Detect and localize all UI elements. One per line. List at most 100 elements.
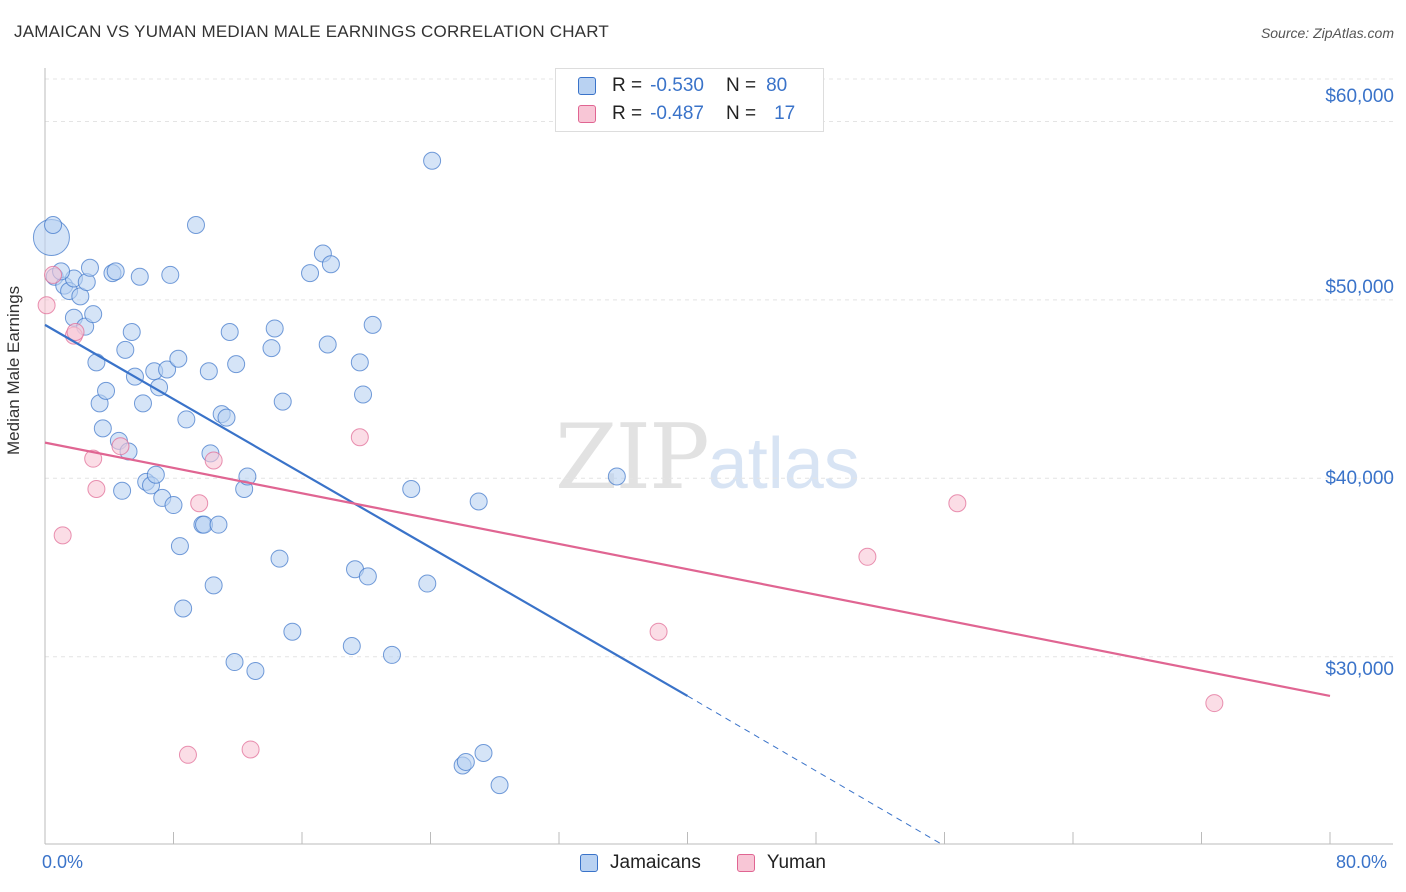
watermark-atlas: atlas	[707, 424, 860, 504]
n-value: 80	[766, 75, 788, 96]
jamaican-point	[106, 262, 125, 281]
jamaican-point	[227, 355, 246, 374]
jamaican-point	[350, 353, 369, 372]
jamaican-point	[93, 419, 112, 438]
jamaican-point	[607, 467, 626, 486]
jamaican-point	[169, 349, 188, 368]
yuman-point	[178, 745, 197, 764]
y-tick-label: $30,000	[1325, 659, 1394, 680]
yuman-point	[190, 494, 209, 513]
jamaican-point	[170, 537, 189, 556]
jamaican-point	[44, 215, 63, 234]
yuman-point	[350, 428, 369, 447]
yuman-trend-line	[44, 441, 1331, 698]
legend-row-yuman: R = -0.487 N = 17	[578, 101, 795, 127]
yuman-point	[948, 494, 967, 513]
yuman-point	[84, 449, 103, 468]
yuman-point	[241, 740, 260, 759]
jamaican-point	[354, 385, 373, 404]
yuman-point	[44, 265, 63, 284]
yuman-point	[649, 622, 668, 641]
jamaican-point	[209, 515, 228, 534]
pink-swatch-icon	[736, 854, 755, 872]
yuman-point	[53, 526, 72, 545]
jamaican-point	[133, 394, 152, 413]
yuman-point	[858, 547, 877, 566]
yuman-point	[1205, 694, 1224, 713]
jamaican-point	[87, 353, 106, 372]
y-axis-label: Median Male Earnings	[4, 285, 23, 455]
jamaican-point	[116, 340, 135, 359]
jamaicans-trend-line	[44, 323, 689, 697]
y-tick-label: $60,000	[1325, 86, 1394, 107]
legend-item-jamaicans: Jamaicans	[580, 852, 701, 874]
jamaican-point	[474, 744, 493, 763]
r-value: -0.487	[650, 103, 704, 124]
jamaican-point	[265, 319, 284, 338]
jamaican-point	[97, 381, 116, 400]
source-credit: Source: ZipAtlas.com	[1260, 25, 1394, 41]
yuman-point	[37, 296, 56, 315]
jamaican-point	[164, 496, 183, 515]
jamaican-point	[217, 408, 236, 427]
legend-label: Yuman	[766, 852, 826, 873]
yuman-point	[204, 451, 223, 470]
jamaican-point	[161, 265, 180, 284]
jamaican-point	[146, 465, 165, 484]
jamaican-point	[456, 752, 475, 771]
jamaican-point	[301, 264, 320, 283]
blue-swatch-icon	[580, 854, 598, 872]
legend-item-yuman: Yuman	[736, 852, 826, 874]
n-value: 17	[774, 103, 796, 124]
jamaicans-trend-extension	[687, 695, 942, 845]
legend-row-jamaicans: R = -0.530 N = 80	[578, 73, 787, 99]
watermark-zip: ZIP	[555, 405, 710, 510]
n-label: N =	[725, 103, 757, 124]
jamaican-point	[130, 267, 149, 286]
jamaican-point	[150, 378, 169, 397]
jamaican-point	[220, 323, 239, 342]
jamaican-point	[122, 323, 141, 342]
y-tick-label: $40,000	[1325, 468, 1394, 489]
r-value: -0.530	[650, 75, 704, 96]
jamaican-point	[177, 410, 196, 429]
x-tick-label: 0.0%	[42, 852, 84, 872]
legend-label: Jamaicans	[610, 852, 701, 873]
y-tick-label: $50,000	[1325, 277, 1394, 298]
jamaican-point	[363, 315, 382, 334]
yuman-point	[111, 437, 130, 456]
jamaican-point	[84, 305, 103, 324]
yuman-point	[87, 480, 106, 499]
jamaican-point	[382, 645, 401, 664]
jamaican-point	[174, 599, 193, 618]
jamaican-point	[358, 567, 377, 586]
r-label: R =	[612, 75, 643, 96]
jamaican-point	[262, 339, 281, 358]
jamaican-point	[246, 661, 265, 680]
jamaican-point	[423, 151, 442, 170]
jamaican-point	[469, 492, 488, 511]
jamaican-point	[270, 549, 289, 568]
jamaican-point	[321, 255, 340, 274]
stats-legend: R = -0.530 N = 80 R = -0.487 N = 17	[555, 68, 824, 132]
jamaican-point	[80, 258, 99, 277]
x-tick-label: 80.0%	[1336, 852, 1388, 872]
jamaican-point	[342, 636, 361, 655]
watermark: ZIPatlas	[555, 405, 860, 510]
r-label: R =	[612, 103, 643, 124]
jamaican-point	[418, 574, 437, 593]
jamaican-point	[158, 360, 177, 379]
jamaican-point	[225, 653, 244, 672]
jamaican-point	[402, 480, 421, 499]
blue-swatch-icon	[578, 77, 596, 95]
n-label: N =	[725, 75, 757, 96]
jamaican-point	[199, 362, 218, 381]
yuman-point	[66, 323, 85, 342]
jamaican-point	[186, 215, 205, 234]
jamaican-point	[113, 481, 132, 500]
jamaican-point	[283, 622, 302, 641]
jamaican-point	[318, 335, 337, 354]
chart-title: JAMAICAN VS YUMAN MEDIAN MALE EARNINGS C…	[14, 22, 609, 41]
jamaican-point	[490, 776, 509, 795]
